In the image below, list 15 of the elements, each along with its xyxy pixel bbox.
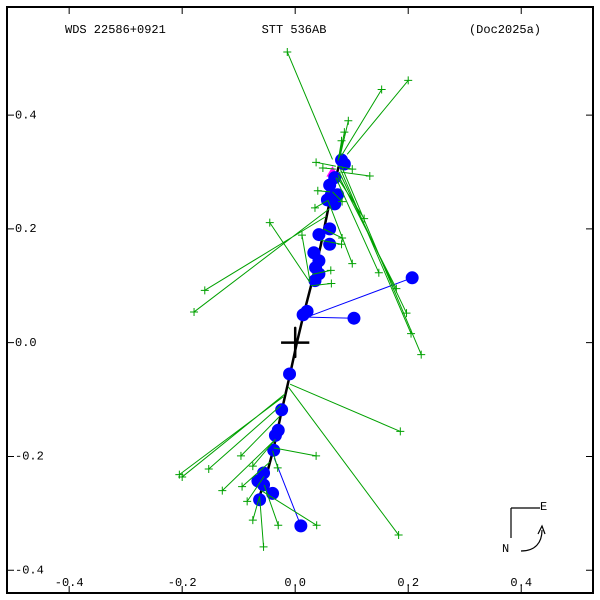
x-tick-label: 0.0 — [284, 576, 306, 590]
annotation: N — [502, 542, 510, 556]
y-tick-label: -0.4 — [15, 563, 44, 578]
annotation: (Doc2025a) — [468, 23, 541, 38]
annotation: WDS 22586+0921 — [65, 23, 166, 38]
x-tick-label: 0.2 — [397, 576, 420, 590]
y-tick-label: -0.2 — [15, 450, 44, 464]
y-tick-label: 0.2 — [15, 222, 37, 236]
y-tick-label: 0.4 — [15, 108, 37, 122]
x-tick-label: 0.4 — [510, 576, 532, 590]
x-tick-label: -0.2 — [168, 576, 197, 590]
x-tick-label: -0.4 — [54, 576, 84, 590]
annotation: STT 536AB — [262, 23, 326, 38]
annotation: E — [540, 500, 548, 514]
y-tick-label: 0.0 — [15, 336, 37, 350]
